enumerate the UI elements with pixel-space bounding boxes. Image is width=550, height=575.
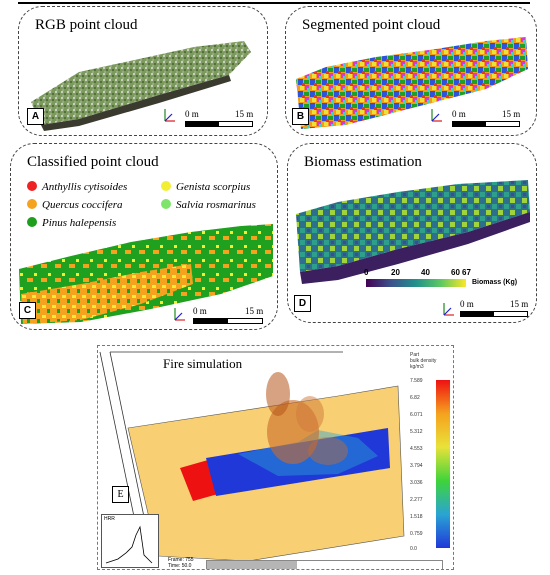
panel-classified-point-cloud: Classified point cloud Anthyllis cytisoi… — [10, 143, 278, 330]
panel-biomass-estimation: Biomass estimation 0 20 40 60 67 Biomass… — [287, 143, 537, 323]
panel-tag: B — [292, 108, 309, 125]
colorbar-tick: 40 — [421, 268, 430, 277]
axis-triad-icon — [438, 299, 458, 319]
cbar-tick: 3.794 — [410, 463, 423, 469]
frame-text: Frame: 755 — [168, 557, 194, 563]
hrr-label: HRR — [104, 516, 115, 522]
legend-label: Pinus halepensis — [42, 217, 117, 229]
colorbar-label: Biomass (Kg) — [472, 279, 518, 286]
panel-title: Biomass estimation — [304, 154, 422, 170]
cbar-gradient — [436, 380, 450, 548]
panel-title: Fire simulation — [163, 356, 243, 371]
colorbar-tick: 67 — [462, 268, 471, 277]
legend-label: Salvia rosmarinus — [176, 199, 256, 211]
scale-start-label: 0 m — [193, 306, 207, 316]
cbar-tick: 6.82 — [410, 395, 420, 401]
legend-item-anthyllis: Anthyllis cytisoides — [27, 181, 127, 193]
biomass-point-cloud-image — [296, 180, 530, 284]
scale-end-label: 15 m — [510, 299, 529, 309]
panel-title: Segmented point cloud — [302, 17, 441, 33]
scale-start-label: 0 m — [185, 109, 199, 119]
cbar-tick: 0.759 — [410, 531, 423, 537]
scale-start-label: 0 m — [460, 299, 474, 309]
legend-label: Quercus coccifera — [42, 199, 123, 211]
colorbar-tick: 0 — [364, 268, 369, 277]
time-text: Time: 50.0 — [168, 563, 192, 569]
legend-swatch — [27, 181, 37, 191]
axis-triad-icon — [169, 304, 189, 324]
rgb-point-cloud-image — [31, 41, 251, 131]
species-legend: Anthyllis cytisoides Genista scorpius Qu… — [11, 144, 277, 234]
cbar-title: kg/m3 — [410, 364, 424, 370]
cbar-tick: 7.589 — [410, 378, 423, 384]
bulk-density-colorbar: Part bulk density kg/m3 7.589 6.82 6.071… — [410, 352, 453, 557]
axis-triad-icon — [426, 105, 446, 125]
legend-swatch — [27, 199, 37, 209]
cbar-tick: 6.071 — [410, 412, 423, 418]
legend-item-genista: Genista scorpius — [161, 181, 250, 193]
cbar-tick: 1.518 — [410, 514, 423, 520]
legend-item-salvia: Salvia rosmarinus — [161, 199, 256, 211]
panel-fire-simulation: Fire simulation E HRR Frame: 755 Time: 5… — [97, 345, 454, 570]
cbar-title: bulk density — [410, 358, 437, 364]
segmented-point-cloud-image — [296, 37, 528, 129]
top-rule — [18, 2, 530, 4]
panel-segmented-point-cloud: Segmented point cloud B 0 m 15 m — [285, 6, 537, 136]
legend-swatch — [161, 181, 171, 191]
scale-bar: 0 m 15 m — [452, 109, 522, 133]
panel-title: Classified point cloud — [27, 154, 159, 170]
scale-start-label: 0 m — [452, 109, 466, 119]
panel-tag: E — [112, 486, 129, 503]
scale-bar: 0 m 15 m — [460, 299, 530, 321]
panel-tag: A — [27, 108, 44, 125]
legend-item-pinus: Pinus halepensis — [27, 217, 116, 229]
cbar-tick: 5.312 — [410, 429, 423, 435]
scale-end-label: 15 m — [235, 109, 254, 119]
panel-tag: C — [19, 302, 36, 319]
cbar-tick: 3.036 — [410, 480, 423, 486]
axis-triad-icon — [159, 105, 179, 125]
cbar-title: Part — [410, 352, 420, 358]
cbar-tick: 2.277 — [410, 497, 423, 503]
legend-swatch — [161, 199, 171, 209]
panel-rgb-point-cloud: RGB point cloud A 0 m 15 m — [18, 6, 268, 136]
scale-bar: 0 m 15 m — [193, 306, 265, 328]
classified-point-cloud-image — [19, 224, 273, 324]
time-slider[interactable] — [206, 560, 443, 569]
time-slider-fill — [207, 561, 297, 569]
legend-label: Genista scorpius — [176, 181, 251, 193]
cbar-tick: 0.0 — [410, 546, 417, 552]
biomass-colorbar: 0 20 40 60 67 — [364, 268, 471, 296]
cbar-tick: 4.553 — [410, 446, 423, 452]
scale-bar: 0 m 15 m — [185, 109, 255, 133]
hrr-plot: HRR — [101, 514, 159, 568]
fire-simulation-scene — [99, 351, 405, 562]
colorbar-tick: 20 — [391, 268, 400, 277]
legend-item-quercus: Quercus coccifera — [27, 199, 123, 211]
colorbar-tick: 60 — [451, 268, 460, 277]
scale-end-label: 15 m — [502, 109, 521, 119]
legend-label: Anthyllis cytisoides — [42, 181, 128, 193]
legend-swatch — [27, 217, 37, 227]
panel-tag: D — [294, 295, 311, 312]
scale-end-label: 15 m — [245, 306, 264, 316]
colorbar-gradient — [366, 279, 466, 287]
panel-title: RGB point cloud — [35, 17, 138, 33]
